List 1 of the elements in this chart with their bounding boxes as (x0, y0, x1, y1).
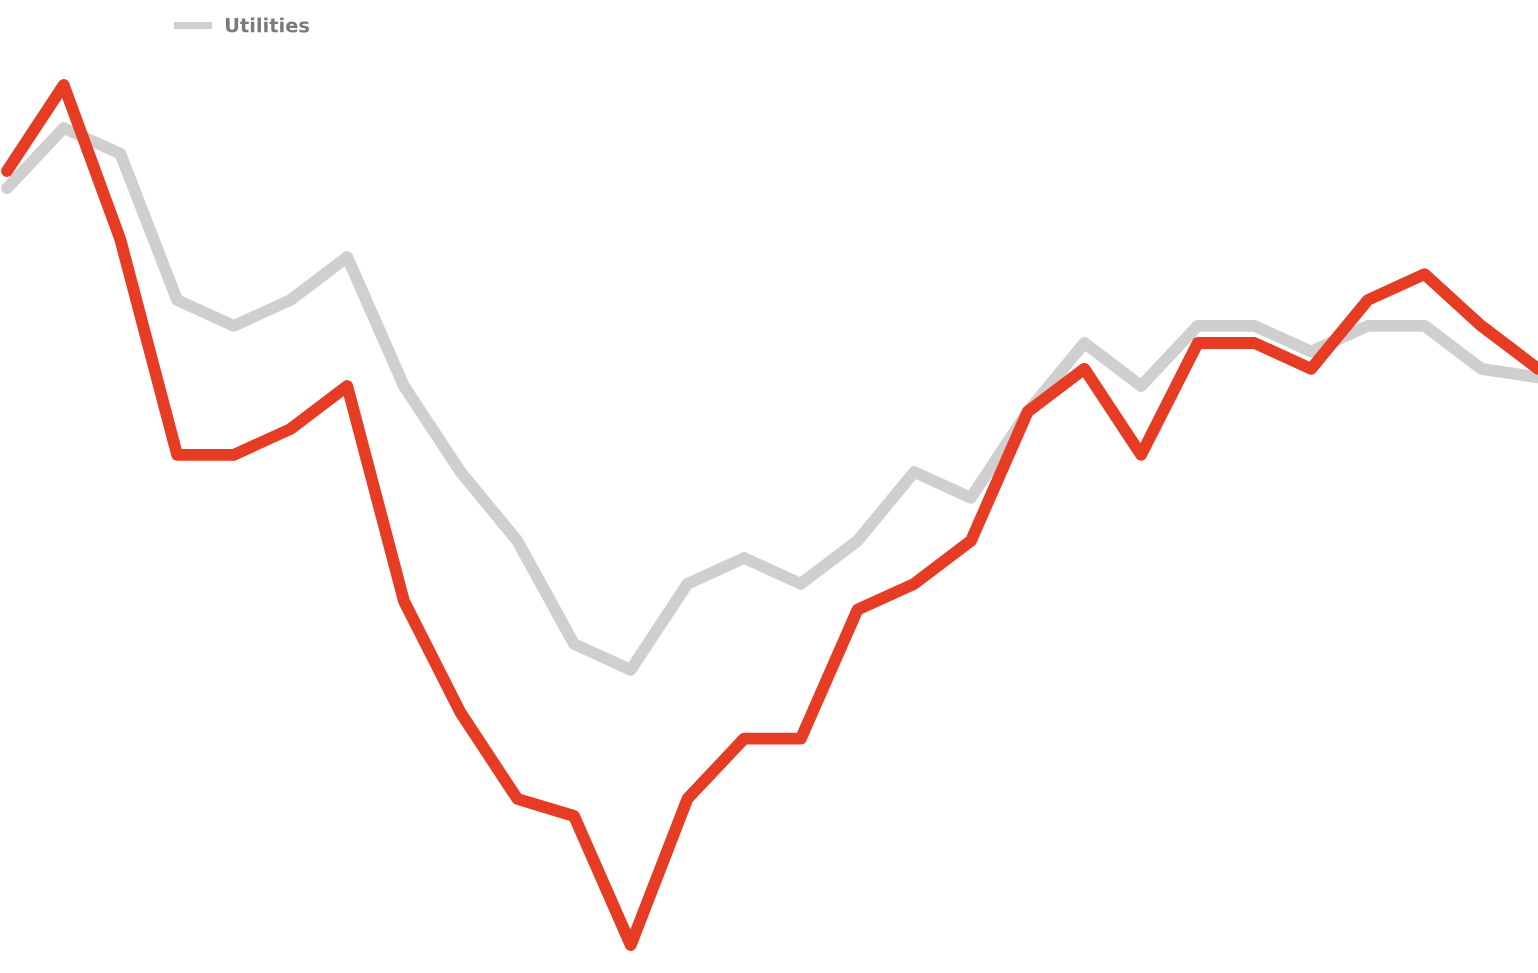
legend-label: Utilities (225, 17, 310, 33)
